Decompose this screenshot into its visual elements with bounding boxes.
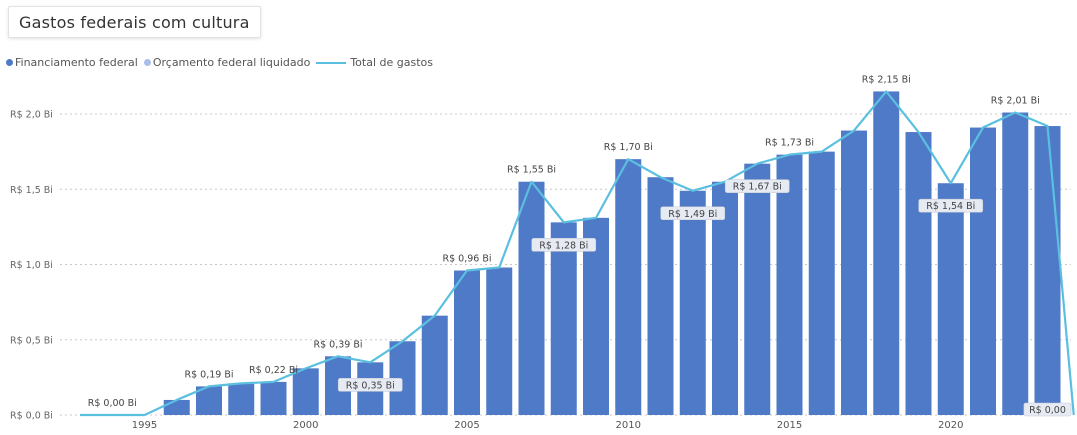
legend-label-orcamento: Orçamento federal liquidado — [152, 56, 311, 69]
data-label: R$ 1,54 Bi — [926, 201, 975, 212]
data-label: R$ 1,67 Bi — [733, 182, 782, 193]
data-label: R$ 1,73 Bi — [765, 138, 814, 149]
data-label: R$ 2,01 Bi — [991, 95, 1040, 106]
data-label-box — [660, 206, 726, 221]
bar — [454, 270, 480, 415]
bar — [808, 151, 835, 415]
data-label: R$ 0,00 — [1029, 405, 1066, 416]
x-tick-label: 2020 — [938, 420, 963, 431]
bar — [905, 132, 932, 415]
total-line — [80, 90, 1075, 417]
data-label: R$ 0,39 Bi — [314, 339, 363, 350]
legend-label-total: Total de gastos — [350, 56, 433, 69]
legend-line-total — [316, 61, 347, 64]
data-label-box — [531, 238, 597, 252]
bar — [518, 181, 545, 415]
bar — [712, 181, 738, 415]
bar — [228, 383, 255, 415]
data-label: R$ 0,19 Bi — [185, 369, 234, 380]
legend-dot-financiamento — [6, 59, 13, 66]
x-tick-label: 1995 — [132, 420, 157, 431]
data-label-box — [1023, 402, 1072, 417]
legend-item-total[interactable]: Total de gastos — [316, 56, 433, 69]
legend-label-financiamento: Financiamento federal — [15, 56, 138, 69]
data-label-box — [337, 378, 403, 392]
bar — [776, 154, 803, 415]
y-tick-label: R$ 1,0 Bi — [10, 260, 53, 271]
bar — [163, 399, 190, 415]
y-tick-label: R$ 0,5 Bi — [10, 335, 53, 346]
bar — [873, 91, 900, 416]
bar — [970, 127, 996, 416]
bar — [1002, 112, 1029, 416]
bar — [292, 368, 319, 415]
legend: Financiamento federal Orçamento federal … — [6, 56, 439, 69]
bar — [550, 222, 577, 415]
data-label-box — [918, 198, 984, 213]
x-tick-label: 2005 — [454, 420, 479, 431]
data-label: R$ 0,22 Bi — [249, 365, 298, 376]
data-label: R$ 1,55 Bi — [507, 165, 556, 176]
legend-item-orcamento[interactable]: Orçamento federal liquidado — [143, 56, 311, 69]
data-label: R$ 1,28 Bi — [539, 240, 588, 251]
bar — [1034, 126, 1061, 415]
x-tick-label: 2000 — [293, 420, 318, 431]
bar — [615, 159, 642, 415]
data-label-box — [724, 179, 790, 193]
bar — [486, 267, 513, 415]
bar — [744, 163, 771, 415]
x-tick-label: 2015 — [777, 420, 802, 431]
data-label: R$ 0,00 Bi — [88, 398, 137, 409]
legend-item-financiamento[interactable]: Financiamento federal — [6, 56, 138, 69]
chart-title: Gastos federais com cultura — [19, 12, 250, 32]
data-label: R$ 1,70 Bi — [604, 142, 653, 153]
data-label: R$ 2,15 Bi — [862, 74, 911, 85]
x-tick-label: 2010 — [616, 420, 641, 431]
bar — [679, 190, 706, 415]
chart-title-box: Gastos federais com cultura — [8, 6, 261, 38]
data-label: R$ 0,35 Bi — [346, 380, 395, 391]
bar — [421, 315, 448, 415]
y-tick-label: R$ 2,0 Bi — [10, 110, 53, 121]
y-tick-label: R$ 1,5 Bi — [10, 185, 53, 196]
bar — [841, 130, 867, 415]
data-label: R$ 1,49 Bi — [668, 209, 717, 220]
y-tick-label: R$ 0,0 Bi — [10, 411, 53, 422]
legend-dot-orcamento — [143, 59, 151, 66]
bar — [260, 381, 287, 415]
data-label: R$ 0,96 Bi — [443, 254, 492, 265]
bar — [937, 183, 964, 415]
